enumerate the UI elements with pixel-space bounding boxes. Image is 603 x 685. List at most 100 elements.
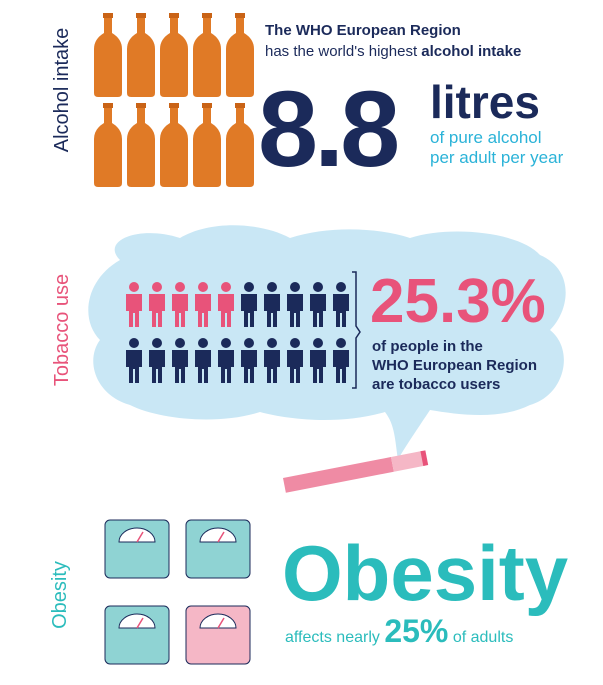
- person-head: [313, 338, 323, 348]
- headline: The WHO European Region: [265, 22, 461, 39]
- person-body: [149, 294, 165, 327]
- person-head: [129, 282, 139, 292]
- scale-body: [185, 519, 251, 579]
- person-body: [149, 350, 165, 383]
- section-label: Alcohol intake: [51, 28, 73, 153]
- scale-needle: [136, 531, 144, 543]
- person-body: [195, 294, 211, 327]
- person-head: [221, 282, 231, 292]
- person-body: [264, 350, 280, 383]
- scale-needle: [136, 617, 144, 629]
- person-body: [264, 294, 280, 327]
- bottle-cap: [103, 103, 113, 108]
- unit: litres: [430, 76, 540, 128]
- person-body: [333, 294, 349, 327]
- bottle: [160, 15, 188, 97]
- big-value: 25.3%: [370, 267, 546, 336]
- person-body: [218, 350, 234, 383]
- person-head: [267, 282, 277, 292]
- bottle-cap: [202, 13, 212, 18]
- scale-dial: [118, 527, 156, 543]
- bottle-cap: [136, 13, 146, 18]
- person-body: [126, 350, 142, 383]
- person-head: [313, 282, 323, 292]
- person-body: [333, 350, 349, 383]
- scale-body: [104, 605, 170, 665]
- big-value: 8.8: [258, 68, 397, 189]
- bottle-icons: [94, 13, 254, 187]
- bottle: [94, 15, 122, 97]
- person-body: [310, 350, 326, 383]
- person-body: [310, 294, 326, 327]
- bracket: [352, 271, 361, 389]
- person-head: [290, 338, 300, 348]
- caption-text: affects nearly: [285, 629, 380, 646]
- headline-bold: alcohol intake: [421, 43, 521, 60]
- caption: affects nearly 25% of adults: [285, 613, 513, 649]
- person-head: [198, 282, 208, 292]
- bottle-cap: [169, 13, 179, 18]
- bottle: [226, 105, 254, 187]
- person-body: [241, 350, 257, 383]
- scale-body: [104, 519, 170, 579]
- cigarette: [283, 450, 429, 493]
- person-head: [152, 338, 162, 348]
- person-head: [336, 282, 346, 292]
- person-head: [290, 282, 300, 292]
- bottle-cap: [169, 103, 179, 108]
- scale-icons: [104, 519, 251, 665]
- person-body: [126, 294, 142, 327]
- bottle: [127, 105, 155, 187]
- bottle-cap: [235, 103, 245, 108]
- bottle: [226, 15, 254, 97]
- caption: of people in the: [372, 338, 483, 355]
- cloud: [88, 225, 566, 460]
- bottle-cap: [136, 103, 146, 108]
- person-body: [287, 350, 303, 383]
- person-body: [218, 294, 234, 327]
- caption: are tobacco users: [372, 376, 500, 393]
- person-head: [336, 338, 346, 348]
- person-head: [267, 338, 277, 348]
- bottle: [193, 15, 221, 97]
- bottle-cap: [202, 103, 212, 108]
- section-label: Tobacco use: [51, 274, 73, 386]
- person-body: [241, 294, 257, 327]
- person-head: [175, 282, 185, 292]
- scale-body: [185, 605, 251, 665]
- person-head: [244, 282, 254, 292]
- scale-dial: [118, 613, 156, 629]
- scale-needle: [217, 531, 225, 543]
- scale-needle: [217, 617, 225, 629]
- bottle-cap: [103, 13, 113, 18]
- section-label: Obesity: [49, 561, 71, 629]
- bottle-cap: [235, 13, 245, 18]
- person-head: [129, 338, 139, 348]
- caption: per adult per year: [430, 148, 564, 167]
- person-head: [221, 338, 231, 348]
- caption: WHO European Region: [372, 357, 537, 374]
- person-body: [287, 294, 303, 327]
- bottle: [193, 105, 221, 187]
- headline-text: has the world's highest: [265, 43, 418, 60]
- headline: has the world's highest alcohol intake: [265, 43, 521, 60]
- scale-dial: [199, 527, 237, 543]
- person-head: [198, 338, 208, 348]
- big-title: Obesity: [282, 529, 568, 617]
- person-body: [172, 350, 188, 383]
- bottle: [127, 15, 155, 97]
- person-body: [195, 350, 211, 383]
- people-icons: [126, 282, 349, 383]
- caption: of pure alcohol: [430, 128, 542, 147]
- bottle: [160, 105, 188, 187]
- caption-text: of adults: [453, 629, 513, 646]
- person-head: [244, 338, 254, 348]
- scale-dial: [199, 613, 237, 629]
- person-body: [172, 294, 188, 327]
- caption-value: 25%: [384, 613, 448, 649]
- person-head: [152, 282, 162, 292]
- person-head: [175, 338, 185, 348]
- bottle: [94, 105, 122, 187]
